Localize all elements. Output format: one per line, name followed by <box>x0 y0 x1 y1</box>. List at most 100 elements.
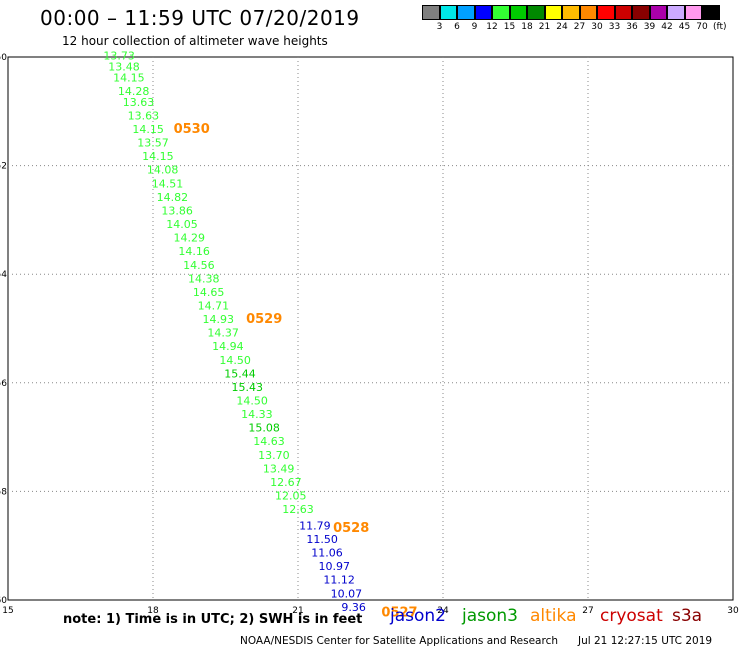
swh-value-jason3: 14.50 <box>236 395 268 408</box>
y-tick-label: -52 <box>0 162 7 172</box>
swh-value-jason3: 14.82 <box>157 191 189 204</box>
swh-value-jason3: 13.70 <box>258 449 290 462</box>
swh-value-jason2: 11.50 <box>306 533 338 546</box>
legend-jason2: jason2 <box>390 606 446 626</box>
swh-value-jason3: 14.56 <box>183 259 215 272</box>
colorbar-label: 36 <box>626 22 638 32</box>
y-tick-label: -56 <box>0 379 7 389</box>
swh-value-jason3: 13.73 <box>103 50 135 63</box>
colorbar-unit: (ft) <box>713 22 727 32</box>
swh-value-jason3: 12.67 <box>270 476 302 489</box>
swh-value-jason3: 13.49 <box>263 462 295 475</box>
colorbar-label: 18 <box>521 22 533 32</box>
swh-value-jason3: 14.94 <box>212 340 244 353</box>
colorbar-label: 6 <box>454 22 460 32</box>
colorbar-label: 21 <box>538 22 551 32</box>
x-tick-label: 18 <box>147 606 159 616</box>
legend-jason3: jason3 <box>462 606 518 626</box>
colorbar-swatch <box>632 5 650 20</box>
swh-value-jason3: 15.44 <box>224 367 256 380</box>
legend-altika: altika <box>530 606 577 626</box>
swh-value-jason3: 14.93 <box>203 313 235 326</box>
colorbar-swatch <box>544 5 562 20</box>
colorbar-swatch <box>667 5 685 20</box>
colorbar-label: 30 <box>591 22 603 32</box>
swh-value-jason3: 14.51 <box>152 177 184 190</box>
colorbar-label: 27 <box>573 22 586 32</box>
swh-value-jason3: 15.08 <box>248 422 280 435</box>
swh-value-jason2: 10.97 <box>319 560 351 573</box>
swh-value-jason3: 13.63 <box>128 109 160 122</box>
swh-value-jason3: 15.43 <box>232 381 264 394</box>
colorbar-label: 15 <box>503 22 516 32</box>
y-tick-label: -58 <box>0 487 7 497</box>
colorbar-swatch <box>562 5 580 20</box>
colorbar-swatch <box>457 5 475 20</box>
colorbar-swatch <box>439 5 457 20</box>
swh-value-jason2: 10.07 <box>331 587 363 600</box>
swh-value-jason3: 13.63 <box>123 96 155 109</box>
x-tick-label: 30 <box>727 606 739 616</box>
y-tick-label: -60 <box>0 596 7 606</box>
colorbar-swatch <box>649 5 667 20</box>
colorbar-swatch <box>527 5 545 20</box>
colorbar-swatch <box>684 5 702 20</box>
x-tick-label: 27 <box>582 606 593 616</box>
swh-value-jason3: 14.08 <box>147 164 179 177</box>
swh-value-jason2: 11.79 <box>299 519 331 532</box>
x-tick-label: 24 <box>437 606 449 616</box>
time-marker: 0530 <box>174 122 210 137</box>
swh-value-jason3: 14.71 <box>198 299 230 312</box>
swh-value-jason3: 14.65 <box>193 286 225 299</box>
time-marker: 0527 <box>381 605 417 620</box>
swh-value-jason3: 14.15 <box>113 71 145 84</box>
swh-value-jason3: 14.28 <box>118 85 150 98</box>
y-tick-label: -50 <box>0 53 7 63</box>
time-marker: 0528 <box>333 521 369 536</box>
swh-value-jason3: 12.05 <box>275 490 307 503</box>
colorbar-label: 42 <box>661 22 673 32</box>
colorbar-label: 70 <box>696 22 708 32</box>
colorbar-label: 9 <box>471 22 478 32</box>
colorbar-label: 3 <box>436 22 443 32</box>
swh-value-jason2: 11.12 <box>323 574 355 587</box>
swh-value-jason3: 14.29 <box>174 232 206 245</box>
swh-value-jason2: 11.06 <box>311 547 343 560</box>
time-marker: 0529 <box>246 312 282 327</box>
chart-subtitle: 12 hour collection of altimeter wave hei… <box>62 34 328 48</box>
colorbar-label: 12 <box>486 22 498 32</box>
footer-note: note: 1) Time is in UTC; 2) SWH is in fe… <box>63 612 363 627</box>
x-tick-label: 15 <box>2 606 13 616</box>
colorbar-swatch <box>492 5 510 20</box>
colorbar-swatch <box>422 5 440 20</box>
legend-cryosat: cryosat <box>600 606 663 626</box>
swh-value-jason2: 9.36 <box>341 601 366 614</box>
plot-frame <box>7 56 734 601</box>
swh-value-jason3: 14.15 <box>132 123 164 136</box>
colorbar-label: 39 <box>643 22 656 32</box>
colorbar-label: 45 <box>678 22 691 32</box>
colorbar-label: 24 <box>556 22 568 32</box>
swh-value-jason3: 14.37 <box>207 327 239 340</box>
y-tick-label: -54 <box>0 270 7 280</box>
footer-timestamp: Jul 21 12:27:15 UTC 2019 <box>578 635 713 647</box>
swh-value-jason3: 14.05 <box>166 218 198 231</box>
swh-value-jason3: 14.63 <box>253 435 285 448</box>
colorbar-swatch <box>614 5 632 20</box>
footer-credit: NOAA/NESDIS Center for Satellite Applica… <box>240 635 558 647</box>
swh-value-jason3: 13.57 <box>137 137 169 150</box>
swh-value-jason3: 13.48 <box>108 61 140 74</box>
swh-value-jason3: 13.86 <box>161 204 193 217</box>
colorbar-swatch <box>474 5 492 20</box>
colorbar-swatch <box>702 5 720 20</box>
colorbar-label: 33 <box>608 22 621 32</box>
swh-value-jason3: 12.63 <box>282 503 314 516</box>
legend-s3a: s3a <box>672 606 703 626</box>
x-tick-label: 21 <box>292 606 303 616</box>
swh-value-jason3: 14.50 <box>219 354 251 367</box>
swh-value-jason3: 14.16 <box>178 245 210 258</box>
colorbar-swatch <box>597 5 615 20</box>
colorbar-swatch <box>579 5 597 20</box>
